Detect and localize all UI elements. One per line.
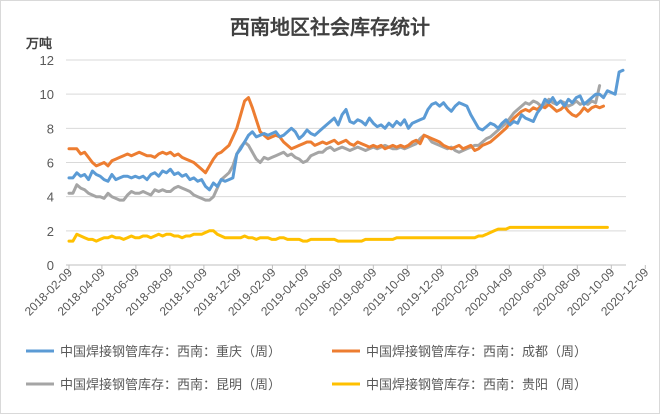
y-tick-label: 4 [47, 190, 54, 205]
grid-lines [66, 59, 626, 266]
x-tick-labels: 2018-02-092018-04-092018-06-092018-08-09… [22, 265, 652, 319]
y-axis-unit: 万吨 [25, 36, 52, 52]
legend-label: 中国焊接钢管库存：西南：成都（周） [366, 344, 587, 360]
y-tick-label: 8 [47, 121, 54, 136]
chart-title: 西南地区社会库存统计 [230, 15, 430, 39]
series-lines [67, 68, 625, 243]
y-tick-label: 12 [40, 53, 54, 68]
legend: 中国焊接钢管库存：西南：重庆（周） 中国焊接钢管库存：西南：成都（周） 中国焊接钢管… [26, 344, 587, 393]
y-tick-label: 0 [47, 258, 54, 273]
legend-label: 中国焊接钢管库存：西南：重庆（周） [60, 344, 281, 360]
y-tick-label: 6 [47, 156, 54, 171]
series-line-0 [67, 68, 625, 192]
series-line-3 [67, 225, 609, 243]
y-tick-label: 10 [40, 87, 54, 102]
legend-label: 中国焊接钢管库存：西南：贵阳（周） [366, 377, 587, 393]
y-tick-label: 2 [47, 224, 54, 239]
y-tick-labels: 0 2 4 6 8 10 12 [40, 53, 54, 273]
series-line-2 [67, 84, 602, 202]
legend-label: 中国焊接钢管库存：西南：昆明（周） [60, 377, 281, 393]
series-line-1 [67, 96, 605, 175]
